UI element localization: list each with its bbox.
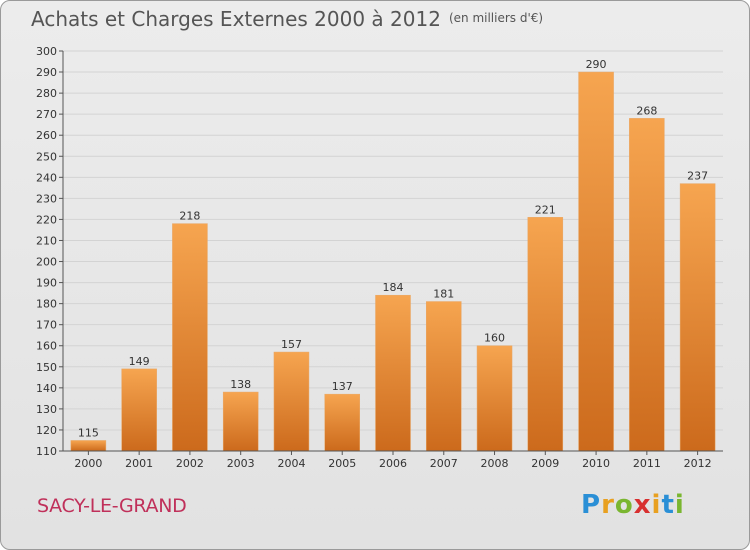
y-tick-label: 240 <box>36 171 57 184</box>
bar <box>324 393 360 452</box>
y-tick-label: 150 <box>36 361 57 374</box>
y-tick-label: 230 <box>36 192 57 205</box>
y-tick-label: 130 <box>36 403 57 416</box>
logo-letter: o <box>614 490 634 520</box>
y-tick-label: 140 <box>36 382 57 395</box>
bar-value-label: 181 <box>433 288 454 301</box>
logo-letter: t <box>661 490 675 520</box>
bar-value-label: 221 <box>535 203 556 216</box>
bar <box>426 301 462 452</box>
y-tick-label: 120 <box>36 424 57 437</box>
bar <box>70 440 107 452</box>
x-tick-label: 2007 <box>430 457 458 470</box>
y-tick-label: 250 <box>36 150 57 163</box>
bar-value-label: 160 <box>484 332 505 345</box>
logo-letter: x <box>633 490 652 520</box>
x-tick-label: 2006 <box>379 457 407 470</box>
x-tick-label: 2010 <box>582 457 610 470</box>
bar-value-label: 290 <box>586 58 607 71</box>
y-tick-label: 200 <box>36 256 57 269</box>
y-tick-label: 290 <box>36 66 57 79</box>
bar-value-label: 268 <box>636 104 657 117</box>
proxiti-logo: Proxiti <box>581 490 685 520</box>
bar-value-label: 184 <box>383 281 404 294</box>
bar <box>629 118 665 452</box>
x-tick-label: 2000 <box>74 457 102 470</box>
axes: 110 120 130 140 150 160 170 180 190 200 210 220 230 2… <box>36 45 723 470</box>
title-text: Achats et Charges Externes 2000 à 2012 <box>31 7 441 31</box>
y-tick-label: 190 <box>36 277 57 290</box>
bar <box>121 368 157 452</box>
bar <box>527 217 564 452</box>
bar <box>375 294 411 452</box>
bar <box>679 183 716 452</box>
y-tick-label: 260 <box>36 129 57 142</box>
x-tick-label: 2003 <box>227 457 255 470</box>
logo-letter: r <box>601 490 615 520</box>
bar <box>222 391 259 452</box>
y-tick-label: 170 <box>36 319 57 332</box>
bar-value-label: 157 <box>281 338 302 351</box>
bar <box>273 351 310 452</box>
x-tick-label: 2005 <box>328 457 356 470</box>
bar <box>476 345 513 452</box>
title-unit: (en milliers d'€) <box>448 11 544 25</box>
bar-value-label: 218 <box>179 210 200 223</box>
bar-value-label: 137 <box>332 380 353 393</box>
x-tick-label: 2001 <box>125 457 153 470</box>
x-tick-label: 2002 <box>176 457 204 470</box>
logo-letter: i <box>651 490 662 520</box>
y-tick-label: 110 <box>36 445 57 458</box>
y-tick-label: 270 <box>36 108 57 121</box>
y-tick-label: 220 <box>36 213 57 226</box>
bar-value-label: 149 <box>129 355 150 368</box>
bar-value-label: 115 <box>78 426 99 439</box>
x-tick-label: 2012 <box>684 457 712 470</box>
y-tick-label: 280 <box>36 87 57 100</box>
chart-title: Achats et Charges Externes 2000 à 2012 (e… <box>31 7 543 31</box>
bar <box>172 223 208 452</box>
x-tick-label: 2011 <box>633 457 661 470</box>
x-tick-label: 2008 <box>481 457 509 470</box>
y-tick-label: 300 <box>36 45 57 58</box>
bar-value-label: 138 <box>230 378 251 391</box>
x-tick-label: 2009 <box>531 457 559 470</box>
y-tick-label: 180 <box>36 298 57 311</box>
logo-letter: i <box>674 490 685 520</box>
bars: 115 149 218 138 157 137 184 181 160 221 290 268 237 <box>70 58 716 452</box>
location-label: SACY-LE-GRAND <box>37 495 187 517</box>
x-tick-label: 2004 <box>277 457 305 470</box>
bar <box>578 71 614 452</box>
y-tick-label: 210 <box>36 234 57 247</box>
y-tick-label: 160 <box>36 340 57 353</box>
logo-letter: P <box>581 490 602 520</box>
bar-value-label: 237 <box>687 170 708 183</box>
